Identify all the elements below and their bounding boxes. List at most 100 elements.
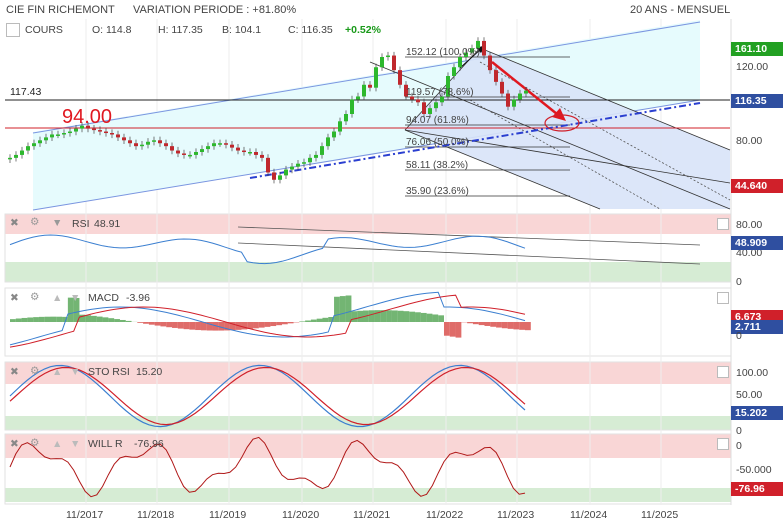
candle-body [362, 84, 366, 97]
candle-body [458, 57, 462, 68]
move-up-icon[interactable]: ▲ [52, 366, 63, 378]
macd-histogram-bar [21, 317, 28, 322]
macd-histogram-bar [91, 315, 97, 322]
pitchfork-line-2 [404, 129, 731, 184]
red-arrow-head [552, 108, 566, 121]
macd-histogram-bar [490, 322, 497, 327]
macd-histogram-bar [148, 322, 155, 325]
macd-histogram-bar [247, 322, 254, 329]
period-selector[interactable]: 20 ANS - MENSUEL [630, 4, 731, 16]
macd-histogram-bar [241, 322, 248, 330]
macd-histogram-bar [119, 319, 126, 322]
move-up-icon[interactable]: ▲ [52, 292, 63, 304]
candle-body [320, 146, 324, 155]
sto-tag: 15.202 [731, 406, 783, 420]
macd-histogram-bar [108, 318, 115, 322]
macd-histogram-bar [519, 322, 526, 330]
will-value: -76.96 [134, 438, 164, 450]
macd-histogram-bar [467, 322, 473, 324]
macd-histogram-bar [160, 322, 167, 327]
candle-body [440, 96, 444, 103]
close-icon[interactable]: ✖ [10, 438, 19, 450]
move-down-icon[interactable]: ▼ [70, 366, 81, 378]
move-down-icon[interactable]: ▼ [70, 438, 81, 450]
period-variation: VARIATION PERIODE : +81.80% [133, 4, 297, 16]
close-icon[interactable]: ✖ [10, 292, 19, 304]
macd-histogram-bar [33, 317, 39, 322]
macd-checkbox[interactable] [717, 292, 729, 304]
x-axis-label: 11/2018 [137, 509, 175, 521]
macd-histogram-bar [391, 310, 398, 322]
macd-value: -3.96 [126, 292, 150, 304]
move-down-icon[interactable]: ▼ [52, 217, 63, 229]
gear-icon[interactable] [6, 23, 20, 37]
will-checkbox[interactable] [717, 438, 729, 450]
candle-body [248, 152, 252, 154]
sto-value: 15.20 [136, 366, 163, 378]
settings-icon[interactable]: ⚙ [30, 216, 40, 228]
macd-histogram-bar [38, 316, 45, 322]
macd-histogram-bar [15, 318, 22, 322]
macd-histogram-bar [73, 297, 80, 322]
close-value: C: 116.35 [288, 24, 333, 36]
candle-body [344, 114, 348, 122]
candle-body [62, 133, 66, 135]
macd-signal-tag: 2.711 [731, 320, 783, 334]
candle-body [86, 125, 90, 129]
rsi-tick-80: 80.00 [736, 219, 763, 231]
macd-histogram-bar [438, 315, 445, 322]
candle-body [332, 131, 336, 138]
candle-body [470, 48, 474, 53]
macd-histogram-bar [397, 310, 404, 322]
fib-100: 152.12 (100.0%) [406, 47, 480, 58]
rsi-oversold-zone [5, 262, 731, 282]
target-ellipse [544, 114, 580, 132]
macd-histogram-bar [420, 312, 427, 322]
candle-body [68, 131, 72, 134]
macd-histogram-bar [472, 322, 479, 325]
settings-icon[interactable]: ⚙ [30, 291, 40, 303]
sto-checkbox[interactable] [717, 366, 729, 378]
macd-histogram-bar [177, 322, 184, 329]
sto-tick-0: 0 [736, 425, 742, 437]
settings-icon[interactable]: ⚙ [30, 365, 40, 377]
macd-histogram-bar [137, 322, 144, 323]
rsi-checkbox[interactable] [717, 218, 729, 230]
macd-histogram-bar [96, 316, 103, 322]
macd-histogram-bar [501, 322, 508, 329]
stock-title: CIE FIN RICHEMONT [6, 4, 115, 16]
macd-histogram-bar [403, 311, 410, 322]
fib-786: 119.57 (78.6%) [406, 87, 474, 98]
macd-histogram-bar [253, 322, 259, 329]
macd-histogram-bar [334, 296, 340, 322]
candle-body [476, 40, 480, 49]
candle-body [80, 125, 84, 129]
header-bar: CIE FIN RICHEMONT VARIATION PERIODE : +8… [0, 0, 783, 18]
candle-body [20, 150, 24, 155]
series-label: COURS [25, 24, 63, 36]
will-tick-50: -50.000 [736, 464, 772, 476]
candle-body [74, 128, 78, 132]
candle-body [392, 55, 396, 71]
candle-body [98, 130, 102, 132]
candle-body [266, 157, 270, 173]
macd-histogram-bar [166, 322, 173, 328]
macd-histogram-bar [449, 322, 456, 337]
macd-histogram-bar [270, 322, 277, 327]
candle-body [170, 146, 174, 151]
candle-body [272, 172, 276, 180]
candle-body [110, 133, 114, 135]
move-up-icon[interactable]: ▲ [52, 438, 63, 450]
candle-body [26, 146, 30, 151]
macd-histogram-bar [102, 317, 109, 322]
macd-signal-line [9, 294, 526, 348]
move-down-icon[interactable]: ▼ [70, 292, 81, 304]
close-icon[interactable]: ✖ [10, 366, 19, 378]
x-axis-label: 11/2017 [66, 509, 104, 521]
close-icon[interactable]: ✖ [10, 217, 19, 229]
macd-histogram-bar [50, 316, 57, 322]
candle-body [416, 99, 420, 103]
settings-icon[interactable]: ⚙ [30, 437, 40, 449]
candle-body [374, 67, 378, 88]
candle-body [452, 67, 456, 76]
